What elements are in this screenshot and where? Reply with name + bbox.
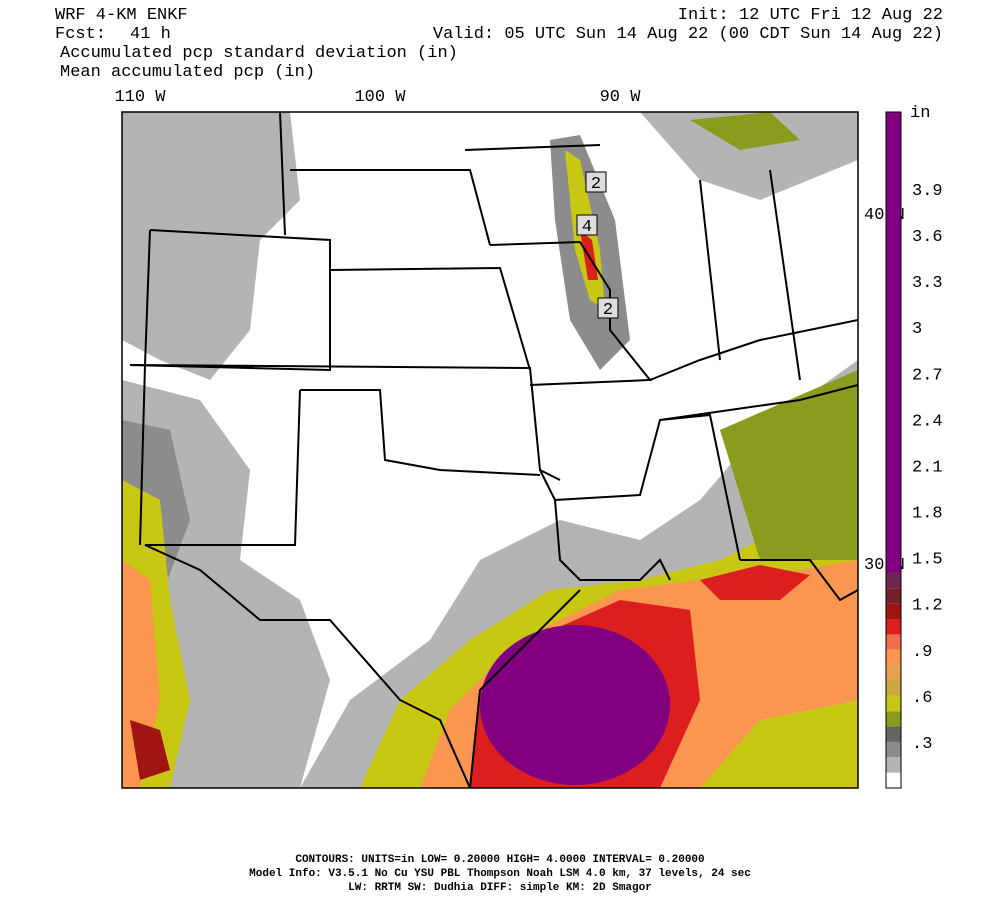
- contour-label: 2: [591, 175, 601, 194]
- colorbar-swatch: [886, 634, 901, 650]
- footer-line: Model Info: V3.5.1 No Cu YSU PBL Thompso…: [249, 868, 751, 880]
- colorbar-swatch: [886, 603, 901, 620]
- colorbar-label: .9: [912, 643, 932, 662]
- colorbar-swatch: [886, 572, 901, 589]
- colorbar-swatch: [886, 711, 901, 727]
- colorbar-label: 3: [912, 320, 922, 339]
- contour-label: 2: [603, 301, 613, 320]
- state-borders: [129, 112, 858, 788]
- footer-line: CONTOURS: UNITS=in LOW= 0.20000 HIGH= 4.…: [295, 854, 704, 866]
- colorbar-swatch: [886, 757, 901, 773]
- colorbar-label: 2.7: [912, 366, 943, 385]
- colorbar-swatch: [886, 680, 901, 696]
- colorbar-swatch: [886, 619, 901, 635]
- fcst: 41 h: [130, 25, 171, 44]
- contour-labels: 2 4 2: [576, 171, 619, 320]
- colorbar-label: .6: [912, 689, 932, 708]
- colorbar-swatch: [886, 112, 901, 573]
- colorbar: in .3 .6 .9 1.2 1.5 1.8 2.1 2.4 2.7 3 3.3 3.6 3.9: [885, 104, 943, 789]
- lon-label: 110 W: [114, 88, 166, 107]
- map-frame: [121, 111, 859, 789]
- valid: Valid: 05 UTC Sun 14 Aug 22 (00 CDT Sun …: [433, 25, 943, 44]
- colorbar-swatch: [886, 772, 901, 788]
- colorbar-label: 2.1: [912, 458, 943, 477]
- colorbar-swatch: [886, 726, 901, 742]
- lon-label: 90 W: [600, 88, 642, 107]
- colorbar-unit: in: [910, 104, 930, 123]
- colorbar-label: 1.2: [912, 597, 943, 616]
- footer-line: LW: RRTM SW: Dudhia DIFF: simple KM: 2D …: [348, 882, 652, 894]
- colorbar-swatch: [886, 649, 901, 666]
- colorbar-swatch: [886, 588, 901, 604]
- colorbar-frame: [885, 111, 902, 789]
- fcst-label: Fcst:: [55, 25, 106, 44]
- map: 2 4 2: [121, 111, 859, 789]
- title: WRF 4-KM ENKF: [55, 6, 188, 25]
- colorbar-label: 3.9: [912, 182, 943, 201]
- colorbar-swatch: [886, 695, 901, 712]
- colorbar-label: .3: [912, 735, 932, 754]
- field-2: Mean accumulated pcp (in): [60, 63, 315, 82]
- contour-label: 4: [582, 218, 592, 237]
- lon-label: 100 W: [354, 88, 406, 107]
- colorbar-swatch: [886, 741, 901, 758]
- colorbar-label: 1.5: [912, 551, 943, 570]
- colorbar-swatch: [886, 665, 901, 681]
- colorbar-label: 3.6: [912, 228, 943, 247]
- colorbar-label: 2.4: [912, 412, 943, 431]
- colorbar-label: 3.3: [912, 274, 943, 293]
- init: Init: 12 UTC Fri 12 Aug 22: [678, 6, 943, 25]
- colorbar-label: 1.8: [912, 505, 943, 524]
- precip-field: [122, 112, 858, 788]
- field-1: Accumulated pcp standard deviation (in): [60, 44, 458, 63]
